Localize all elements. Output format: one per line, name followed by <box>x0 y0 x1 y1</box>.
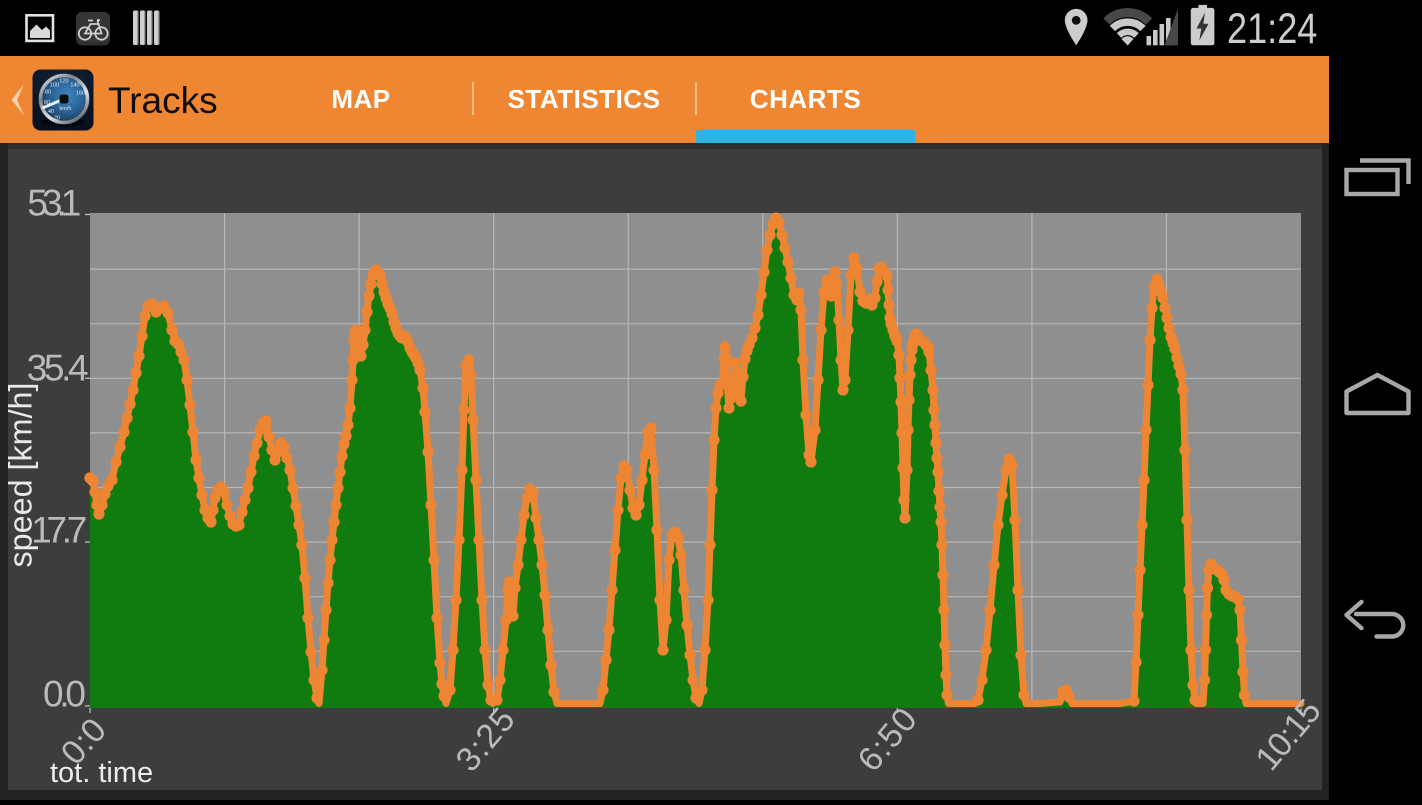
svg-text:40: 40 <box>48 109 54 115</box>
svg-text:120: 120 <box>59 79 68 85</box>
svg-text:20: 20 <box>54 116 60 122</box>
svg-text:6:50: 6:50 <box>851 701 925 779</box>
svg-text:speed [km/h]: speed [km/h] <box>3 383 39 568</box>
svg-text:60: 60 <box>44 100 50 106</box>
svg-text:3:25: 3:25 <box>449 701 523 779</box>
svg-text:km/h: km/h <box>60 106 72 112</box>
svg-text:0.0: 0.0 <box>43 674 86 715</box>
svg-text:160: 160 <box>76 91 85 97</box>
svg-text:17.7: 17.7 <box>31 510 87 551</box>
svg-text:100: 100 <box>50 83 59 89</box>
svg-text:80: 80 <box>45 90 51 96</box>
svg-text:35.4: 35.4 <box>27 348 89 389</box>
svg-text:tot. time: tot. time <box>50 757 153 789</box>
svg-text:53.1: 53.1 <box>27 183 81 224</box>
svg-text:140: 140 <box>70 83 79 89</box>
